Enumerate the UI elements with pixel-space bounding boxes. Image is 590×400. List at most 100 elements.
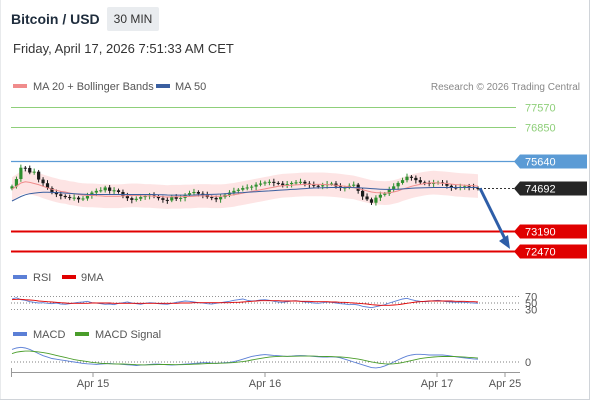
candle-body — [272, 181, 276, 183]
candle — [405, 173, 409, 183]
candle — [276, 181, 280, 186]
candle-body — [267, 181, 272, 183]
candle-body — [210, 197, 214, 199]
candle-body — [134, 198, 138, 200]
candle — [63, 194, 67, 199]
candle-body — [263, 182, 267, 184]
candle-body — [139, 197, 143, 199]
candle-body — [112, 190, 116, 192]
candle — [281, 181, 285, 188]
candle-body — [103, 187, 107, 191]
candle — [134, 196, 138, 202]
candle-body — [37, 171, 41, 180]
candle-body — [214, 197, 218, 200]
x-tick-label: Apr 15 — [77, 378, 109, 390]
candle-body — [170, 196, 174, 201]
price-level-label: 75640 — [525, 157, 556, 169]
candle-body — [232, 190, 236, 193]
candle-body — [236, 189, 240, 191]
candle — [165, 196, 169, 204]
candle-body — [116, 190, 121, 192]
candle-body — [396, 182, 400, 187]
candle — [68, 194, 72, 201]
candle-body — [432, 182, 436, 184]
candle — [374, 195, 378, 206]
candle-body — [179, 197, 183, 199]
ma20-legend-swatch — [13, 84, 27, 88]
price-level-tag — [514, 224, 587, 239]
candle-body — [352, 184, 356, 186]
chart-header: Bitcoin / USD 30 MIN — [0, 0, 590, 36]
candle-body — [312, 184, 316, 186]
chart-datetime: Friday, April 17, 2026 7:51:33 AM CET — [13, 41, 234, 56]
candle-body — [68, 197, 72, 199]
candle-body — [63, 195, 67, 198]
candle-body — [467, 186, 471, 188]
candle-body — [387, 189, 391, 194]
candle-body — [245, 187, 249, 189]
candle — [108, 185, 112, 194]
candle-body — [321, 185, 325, 187]
candle — [32, 168, 36, 175]
candle-body — [45, 183, 50, 189]
price-level-77570: 77570 — [11, 103, 556, 115]
candle — [303, 180, 307, 187]
candle — [352, 181, 356, 189]
candle — [192, 188, 196, 196]
candle — [41, 177, 45, 187]
candle-body — [374, 197, 378, 203]
macd-signal-legend-swatch — [75, 332, 89, 336]
timeframe-button[interactable]: 30 MIN — [107, 7, 159, 31]
candle — [285, 180, 289, 189]
price-level-73190: 73190 — [11, 224, 587, 239]
candle — [170, 194, 174, 203]
candle-body — [218, 197, 223, 200]
x-tick-label: Apr 17 — [421, 378, 453, 390]
candle-body — [28, 167, 32, 173]
macd-legend-label: MACD — [33, 329, 65, 341]
price-level-75640: 75640 — [11, 154, 587, 169]
candle — [254, 182, 258, 191]
rsi-ma-line — [11, 298, 479, 306]
candle-body — [165, 199, 169, 201]
candle — [232, 187, 236, 196]
candle — [121, 189, 125, 199]
x-tick-label: Apr 16 — [249, 378, 281, 390]
candle-body — [41, 179, 45, 184]
candle — [387, 186, 391, 196]
candle — [250, 184, 254, 191]
rsi-line — [11, 297, 479, 309]
candle — [258, 180, 263, 187]
candle — [400, 177, 405, 185]
macd-signal-line — [11, 350, 479, 366]
rsi-legend-label: RSI — [33, 272, 51, 284]
x-tick-label: Apr 25 — [489, 378, 521, 390]
rsi-tick-label: 30 — [525, 305, 537, 317]
macd-signal-legend-label: MACD Signal — [95, 329, 161, 341]
candle — [218, 193, 223, 203]
price-level-76850: 76850 — [11, 123, 556, 135]
candle-body — [285, 184, 289, 186]
candle-body — [298, 181, 303, 183]
candle-body — [294, 182, 298, 184]
candle-body — [400, 180, 405, 183]
ma20-legend-label: MA 20 + Bollinger Bands — [33, 81, 154, 93]
candle — [76, 195, 81, 203]
candle-body — [378, 194, 382, 198]
copyright-label: Research © 2026 Trading Central — [431, 82, 580, 93]
candle-body — [143, 195, 147, 198]
candle — [241, 185, 245, 192]
candle-body — [449, 185, 453, 188]
candle — [112, 187, 116, 195]
candle-body — [276, 182, 280, 184]
ma50-line — [11, 187, 478, 202]
macd-line — [11, 346, 479, 369]
candle-body — [258, 183, 263, 185]
price-level-tag — [514, 244, 587, 259]
candle — [99, 187, 103, 193]
candle-body — [281, 183, 285, 186]
candle-body — [361, 190, 365, 197]
candle-body — [85, 195, 90, 199]
candle — [263, 180, 267, 186]
candle — [369, 197, 374, 205]
